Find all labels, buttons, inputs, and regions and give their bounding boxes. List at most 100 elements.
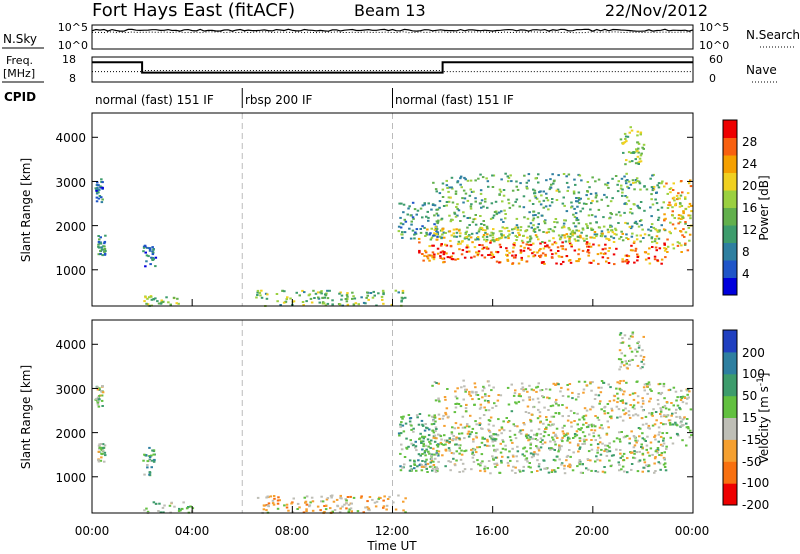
velocity-data-cell [603,406,606,409]
power-data-cell [411,216,415,219]
velocity-data-cell [627,344,631,347]
power-data-cell [518,234,521,237]
velocity-data-cell [411,444,415,447]
power-data-cell [549,186,553,189]
power-data-cell [547,228,551,231]
velocity-data-cell [535,445,538,448]
velocity-data-cell [423,429,427,432]
velocity-data-cell [665,445,668,448]
power-data-cell [519,226,523,229]
velocity-data-cell [545,428,548,430]
power-data-cell [275,293,279,295]
power-data-cell [643,233,647,236]
velocity-data-cell [683,416,686,419]
velocity-data-cell [659,443,663,446]
velocity-data-cell [518,431,521,434]
velocity-data-cell [425,458,428,461]
power-data-cell [561,202,565,205]
power-data-cell [597,262,600,265]
power-data-cell [492,232,495,235]
power-data-cell [690,204,693,207]
power-data-cell [639,234,642,237]
velocity-data-cell [528,462,531,464]
power-data-cell [684,208,688,211]
velocity-data-cell [601,470,605,473]
velocity-data-cell [598,436,602,439]
velocity-data-cell [97,398,100,401]
power-data-cell [671,206,674,209]
power-data-cell [167,301,170,304]
power-data-cell [604,243,607,246]
velocity-data-cell [567,465,570,468]
power-data-cell [143,244,147,247]
power-data-cell [401,223,405,226]
power-data-cell [480,223,483,225]
power-data-cell [507,202,511,205]
power-data-cell [653,255,657,258]
velocity-data-cell [629,335,633,338]
power-data-cell [526,241,529,244]
time-tick-label-5: 20:00 [575,524,610,538]
velocity-colorbar-cells-cell-5 [723,373,737,397]
power-data-cell [449,196,452,199]
power-data-cell [679,202,682,205]
power-data-cell [572,190,576,193]
velocity-data-cell [608,400,612,403]
velocity-data-cell [506,461,510,464]
power-data-cell [528,199,532,202]
velocity-data-cell [543,441,547,444]
velocity-data-cell [432,447,435,450]
velocity-data-cell [641,437,644,440]
power-data-cell [604,235,607,238]
velocity-data-cell [397,432,401,435]
velocity-data-cell [416,416,419,419]
velocity-data-cell [97,395,101,398]
velocity-data-cell [646,382,649,385]
time-tick-label-0: 00:00 [75,524,110,538]
power-data-cell [529,248,532,251]
freq-label-line1: Freq. [6,54,33,67]
power-data-cell [526,217,530,220]
power-data-cell [515,217,519,220]
velocity-data-cell [430,439,433,442]
power-data-cell [144,251,147,254]
power-data-cell [369,292,373,294]
velocity-data-cell [262,504,266,507]
velocity-data-cell [461,415,465,418]
velocity-data-cell [414,446,417,449]
velocity-data-cell [97,444,101,447]
power-data-cell [426,228,429,231]
velocity-data-cell [304,500,308,503]
velocity-data-cell [632,398,636,401]
power-data-cell [463,256,467,259]
power-data-cell [556,221,559,224]
power-data-cell [635,234,639,237]
velocity-data-cell [645,464,648,467]
velocity-data-cell [610,407,613,410]
velocity-data-cell [511,441,514,444]
velocity-data-cell [598,426,602,429]
noise-panel-frame [91,24,694,50]
velocity-data-cell [625,362,628,365]
velocity-data-cell [450,431,454,434]
power-data-cell [543,222,547,225]
power-data-cell [688,239,691,242]
velocity-data-cell [445,440,448,443]
velocity-cbar-tick-15: 15 [742,411,757,425]
power-data-cell [657,182,661,185]
power-data-cell [416,209,420,212]
velocity-data-cell [595,455,598,458]
velocity-data-cell [582,388,586,391]
velocity-data-cell [461,470,465,473]
velocity-data-cell [646,435,649,438]
velocity-data-cell [565,459,568,462]
velocity-data-cell [596,443,600,446]
power-data-cell [624,179,628,182]
power-data-cell [674,204,677,207]
velocity-data-cell [464,407,468,410]
power-data-cell [620,184,623,187]
power-data-cell [514,234,517,237]
velocity-data-cell [145,507,148,510]
velocity-data-cell [499,442,502,445]
